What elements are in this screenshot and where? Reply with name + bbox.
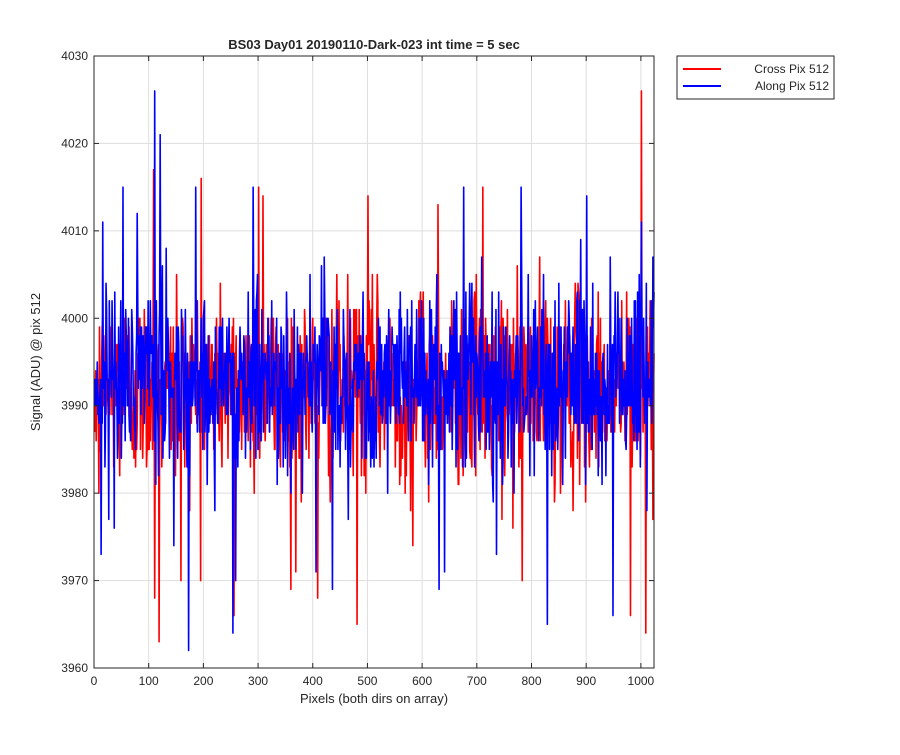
y-tick-label: 3960	[61, 661, 88, 675]
axes-frame	[93, 55, 655, 669]
legend-entry-along: Along Pix 512	[755, 79, 829, 93]
legend-entry-cross: Cross Pix 512	[754, 62, 829, 76]
y-tick-label: 4010	[61, 224, 88, 238]
ticks: 0 100 200 300 400 500 600 700 800 900 1000 3960 3970…	[61, 49, 654, 688]
legend-box	[676, 55, 835, 100]
x-tick-label: 300	[248, 674, 268, 688]
x-tick-label: 800	[521, 674, 541, 688]
x-tick-label: 100	[139, 674, 159, 688]
x-tick-label: 600	[412, 674, 432, 688]
x-tick-label: 0	[91, 674, 98, 688]
x-tick-label: 700	[467, 674, 487, 688]
y-tick-label: 4000	[61, 311, 88, 325]
chart-title: BS03 Day01 20190110-Dark-023 int time = …	[228, 37, 520, 52]
legend: Cross Pix 512 Along Pix 512	[676, 55, 835, 100]
y-axis-label: Signal (ADU) @ pix 512	[28, 293, 43, 431]
series-layer	[93, 90, 655, 652]
x-tick-label: 900	[576, 674, 596, 688]
y-tick-label: 3990	[61, 399, 88, 413]
x-axis-label: Pixels (both dirs on array)	[300, 691, 448, 706]
y-tick-label: 3970	[61, 574, 88, 588]
series-line-along	[93, 90, 655, 652]
y-tick-label: 4020	[61, 136, 88, 150]
y-tick-label: 4030	[61, 49, 88, 63]
x-tick-label: 200	[193, 674, 213, 688]
x-tick-label: 400	[303, 674, 323, 688]
y-tick-label: 3980	[61, 486, 88, 500]
x-tick-label: 1000	[628, 674, 655, 688]
x-tick-label: 500	[357, 674, 377, 688]
